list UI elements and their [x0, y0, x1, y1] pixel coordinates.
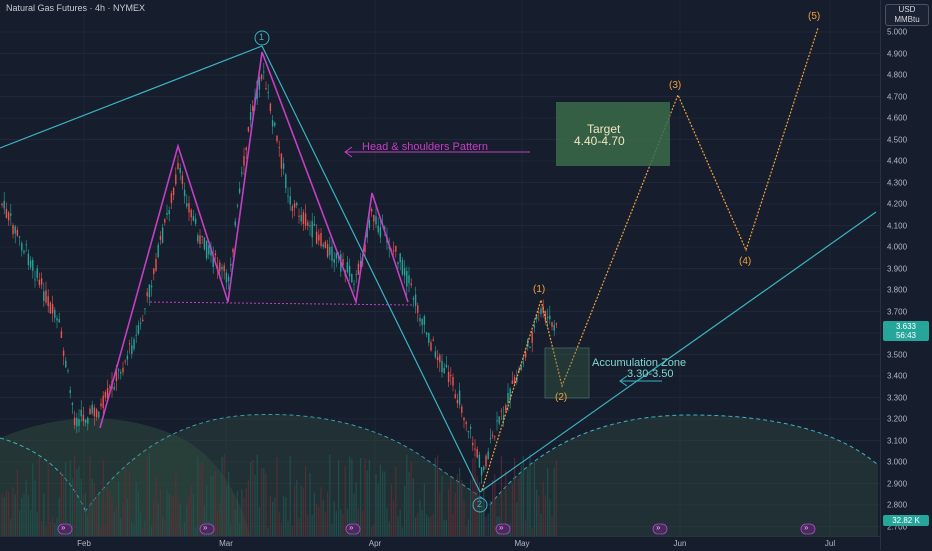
- pattern-label: Head & shoulders Pattern: [362, 141, 488, 153]
- price-tick: 4.700: [887, 92, 908, 101]
- time-label: Feb: [77, 539, 91, 548]
- target-title: Target: [587, 122, 621, 136]
- price-tick: 2.700: [887, 522, 908, 531]
- time-label: Mar: [219, 539, 233, 548]
- event-marker-glyph: »: [499, 523, 504, 532]
- event-marker-glyph: »: [61, 523, 66, 532]
- event-marker[interactable]: [800, 523, 816, 535]
- price-tick: 5.000: [887, 27, 908, 37]
- price-chart[interactable]: [0, 0, 880, 536]
- wave-label-2: (2): [555, 392, 568, 403]
- elliott-trendlines: [0, 45, 877, 493]
- currency-unit-selector[interactable]: USD MMBtu: [885, 4, 929, 26]
- price-tick: 4.300: [887, 178, 908, 187]
- circle-label-1: 1: [259, 32, 265, 42]
- zone-title: Accumulation Zone: [592, 357, 687, 369]
- time-label: Apr: [368, 539, 382, 548]
- wave-circle-1: [254, 30, 270, 46]
- unit-label: MMBtu: [894, 15, 920, 24]
- event-marker[interactable]: [199, 523, 215, 535]
- event-marker-glyph: »: [656, 523, 661, 532]
- price-tick: 3.300: [887, 393, 908, 402]
- event-marker-glyph: »: [203, 523, 208, 532]
- time-label: May: [514, 539, 530, 548]
- price-tick: 4.600: [887, 113, 908, 123]
- head-shoulders-pattern: [99, 51, 530, 429]
- price-tick: 4.800: [887, 70, 908, 80]
- price-tick: 3.700: [887, 307, 908, 316]
- target-range: 4.40-4.70: [574, 134, 625, 148]
- wave-label-3: (3): [669, 80, 682, 91]
- wave-projection: [481, 27, 819, 491]
- time-label: Jul: [824, 539, 836, 548]
- volume-bars: [1, 453, 557, 536]
- currency-label: USD: [898, 5, 916, 14]
- price-tick: 4.000: [887, 242, 908, 252]
- wave-label-5: (5): [808, 11, 821, 22]
- event-marker[interactable]: [495, 523, 511, 535]
- circle-label-2: 2: [477, 499, 483, 509]
- price-tick: 2.900: [887, 479, 908, 488]
- current-price: 3.633: [895, 322, 917, 331]
- price-tick: 4.500: [887, 135, 908, 144]
- bar-countdown: 56:43: [895, 331, 917, 340]
- event-marker[interactable]: [345, 523, 361, 535]
- price-tick: 4.200: [887, 199, 908, 209]
- price-tick: 4.100: [887, 221, 908, 230]
- price-tick: 3.900: [887, 264, 908, 273]
- accumulation-zone-box[interactable]: [544, 347, 590, 399]
- price-axis[interactable]: USD MMBtu 5.000 4.900 4.800 4.700 4.600 4.500…: [880, 0, 932, 550]
- price-tick: 3.400: [887, 371, 908, 381]
- wave-label-4: (4): [739, 256, 752, 267]
- event-marker-glyph: »: [349, 523, 354, 532]
- event-marker-glyph: »: [804, 523, 809, 532]
- price-tick: 3.000: [887, 457, 908, 467]
- wave-circle-2: [472, 497, 488, 513]
- event-marker[interactable]: [57, 523, 73, 535]
- price-tick: 2.800: [887, 500, 908, 510]
- symbol-title: Natural Gas Futures · 4h · NYMEX: [6, 3, 146, 13]
- volume-tag: 32.82 K: [883, 515, 929, 526]
- wave-label-1: (1): [533, 284, 546, 295]
- zone-range: 3.30-3.50: [627, 368, 674, 380]
- target-box[interactable]: [556, 102, 670, 166]
- price-tick: 3.200: [887, 414, 908, 424]
- price-tick: 3.100: [887, 436, 908, 445]
- price-tick: 4.400: [887, 156, 908, 166]
- time-label: Jun: [673, 539, 687, 548]
- chart-grid: [0, 0, 880, 536]
- volume-profile-right: [489, 414, 879, 536]
- time-axis[interactable]: Feb Mar Apr May Jun Jul: [0, 536, 880, 551]
- current-price-tag: 3.633 56:43: [883, 321, 929, 341]
- event-markers: [57, 523, 816, 535]
- event-marker[interactable]: [652, 523, 668, 535]
- price-tick: 3.500: [887, 350, 908, 359]
- price-tick: 3.800: [887, 285, 908, 295]
- price-tick: 4.900: [887, 49, 908, 58]
